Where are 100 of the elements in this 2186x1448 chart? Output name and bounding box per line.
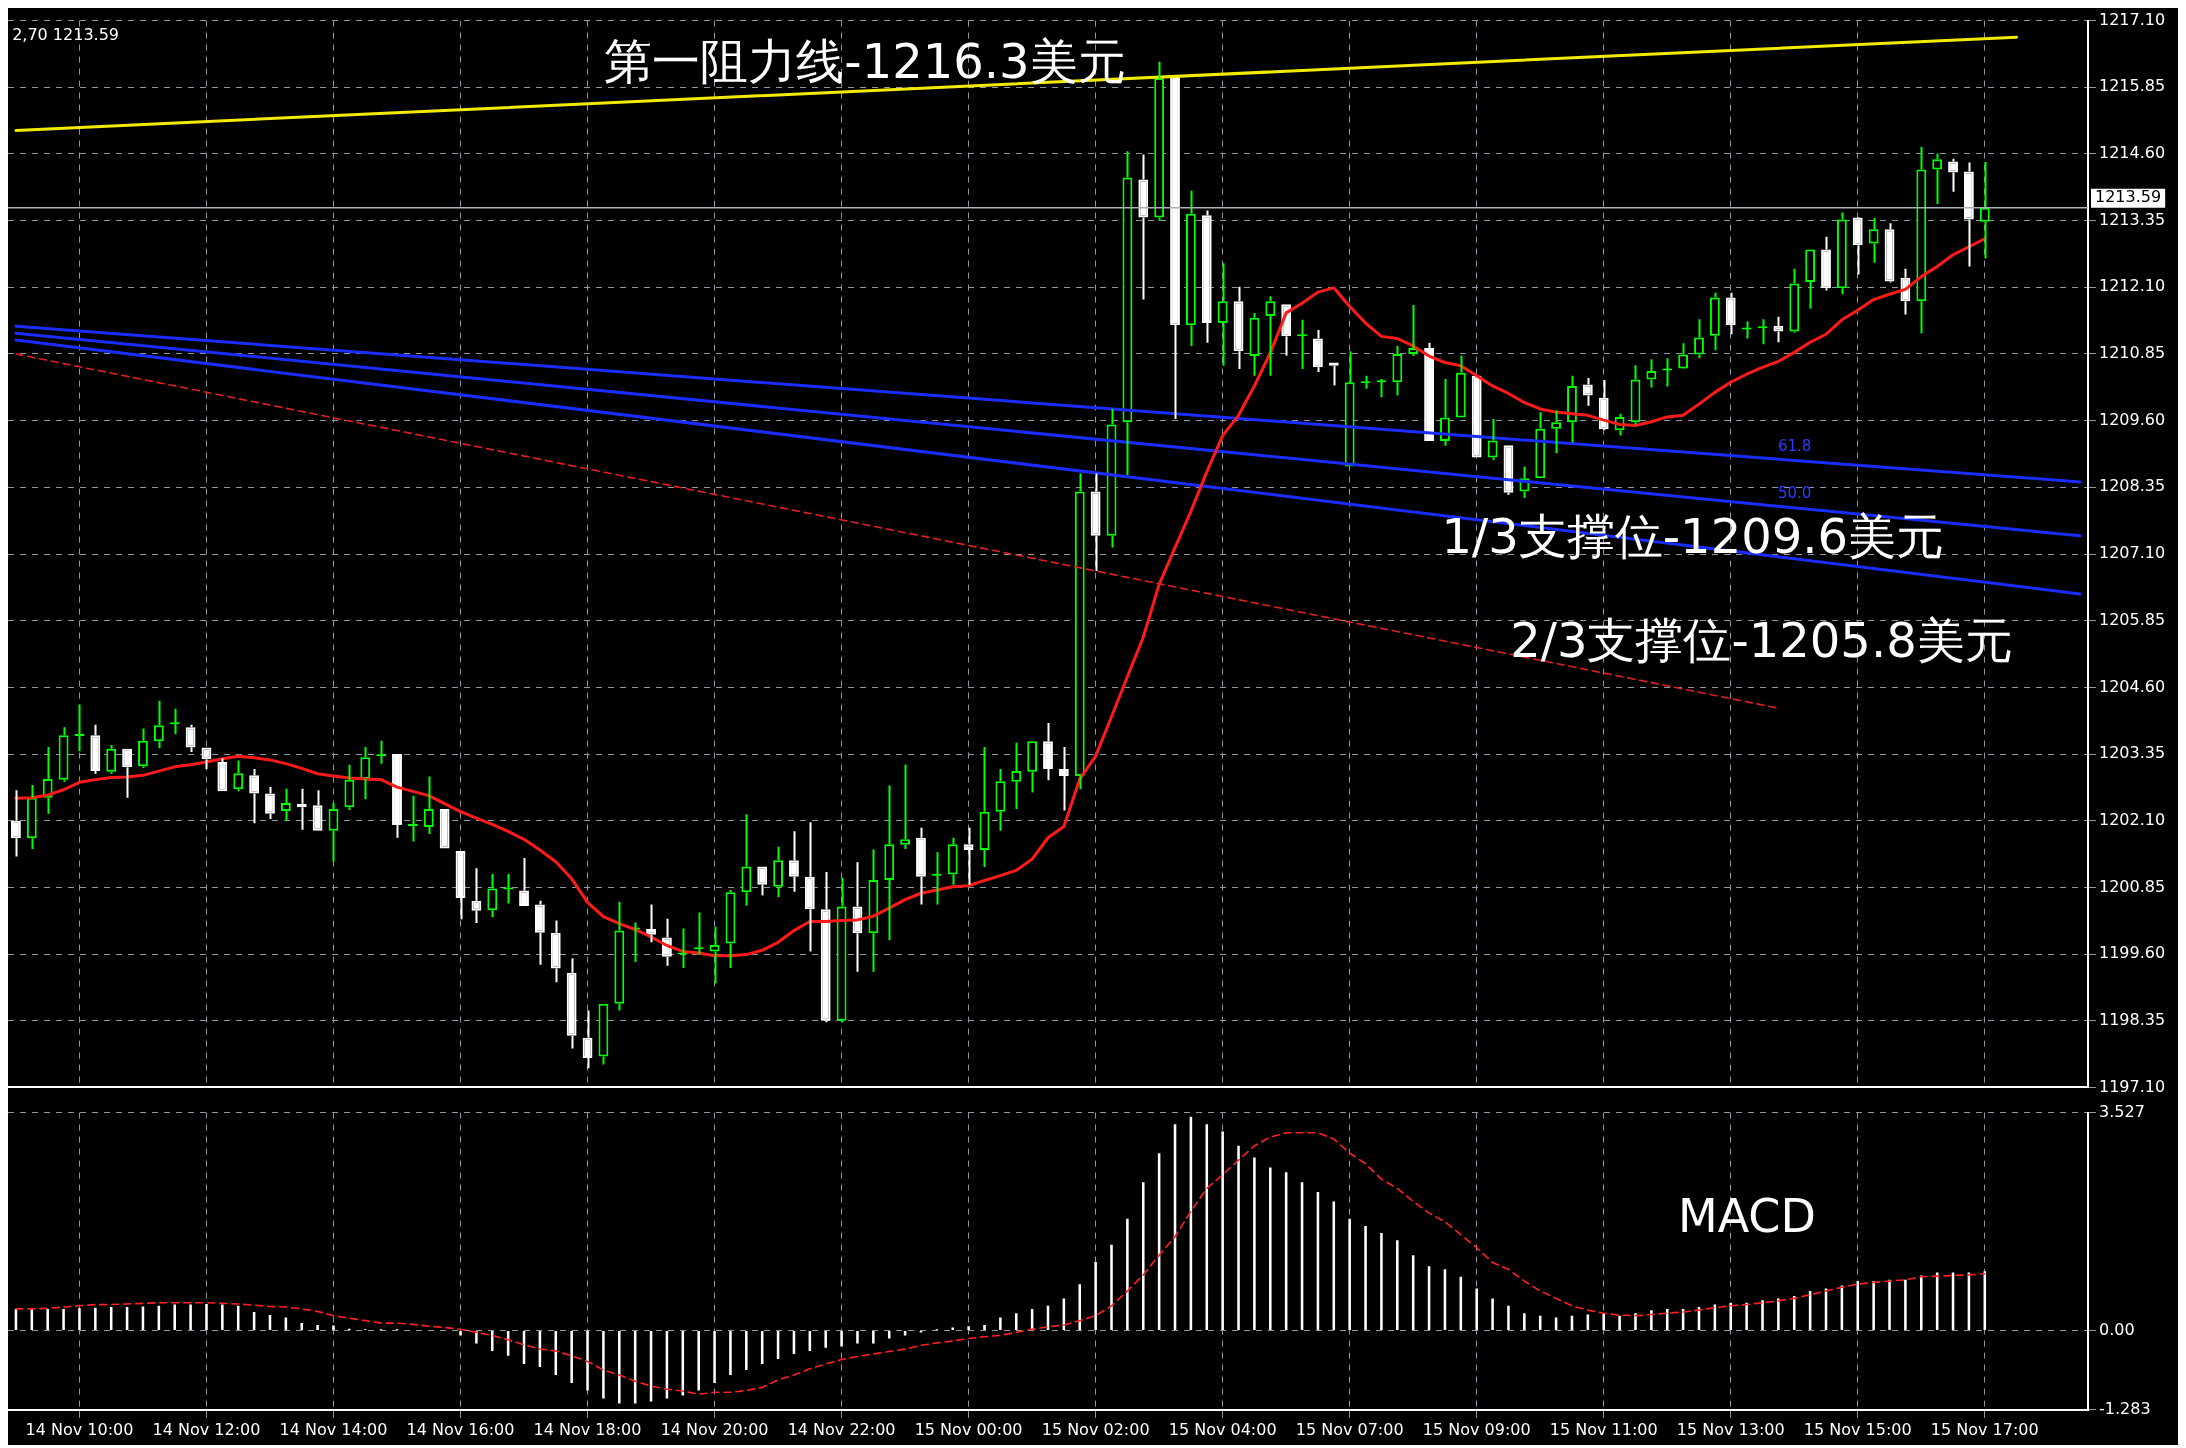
y-tick-label: 1197.10 <box>2099 1076 2166 1096</box>
bar <box>697 1331 700 1391</box>
y-tick-label: 1210.85 <box>2099 343 2166 363</box>
candlestick <box>423 775 434 836</box>
bar <box>1110 1244 1113 1331</box>
bar <box>78 1308 81 1331</box>
candlestick <box>947 836 958 886</box>
bar <box>1094 1261 1097 1331</box>
x-tick-label: 14 Nov 22:00 <box>787 1419 896 1439</box>
candlestick <box>1185 189 1196 347</box>
bar <box>1792 1295 1796 1331</box>
y-tick-label: 0.00 <box>2099 1319 2135 1339</box>
candlestick <box>1392 344 1403 397</box>
candlestick <box>1138 153 1149 301</box>
candlestick <box>360 746 371 801</box>
annotation: 第一阻力线-1216.3美元 <box>604 32 1126 89</box>
candlestick <box>11 789 21 858</box>
candlestick <box>1408 303 1419 358</box>
bar <box>1650 1310 1653 1331</box>
bar <box>1920 1275 1923 1331</box>
candlestick <box>884 784 895 942</box>
x-tick-label: 15 Nov 17:00 <box>1930 1419 2039 1439</box>
x-tick-label: 15 Nov 02:00 <box>1041 1419 1150 1439</box>
bar <box>46 1308 49 1331</box>
candlestick <box>868 848 879 973</box>
candlestick <box>26 783 37 850</box>
candlestick <box>122 748 133 799</box>
bar <box>1904 1279 1907 1331</box>
candlestick <box>550 919 561 984</box>
y-tick-label: 3.527 <box>2099 1101 2145 1121</box>
bar <box>1364 1226 1367 1331</box>
bar <box>1253 1157 1256 1331</box>
candlestick <box>916 826 926 906</box>
candlestick <box>804 821 815 953</box>
y-tick-label: 1207.10 <box>2099 543 2166 563</box>
bar <box>1078 1284 1082 1331</box>
x-tick-label: 14 Nov 12:00 <box>152 1419 261 1439</box>
line-series <box>15 1132 1986 1395</box>
candlestick <box>1313 328 1323 374</box>
bar <box>300 1323 304 1331</box>
candlestick <box>1916 146 1927 335</box>
y-tick-label: 1198.35 <box>2099 1009 2166 1029</box>
bar <box>475 1331 478 1344</box>
candlestick <box>344 763 355 812</box>
bar <box>332 1325 335 1331</box>
candlestick <box>1948 157 1958 193</box>
bar <box>602 1331 605 1399</box>
y-tick-label: 1213.35 <box>2099 209 2166 229</box>
bar <box>824 1331 827 1348</box>
candlestick <box>1043 722 1053 782</box>
x-tick-label: 14 Nov 20:00 <box>660 1419 769 1439</box>
x-tick-label: 14 Nov 10:00 <box>25 1419 134 1439</box>
candlestick <box>1805 249 1816 310</box>
candlestick <box>312 789 323 831</box>
candlestick <box>1646 358 1657 389</box>
candlestick <box>1487 418 1498 462</box>
ref-line-label: 1213.59 <box>2095 187 2162 207</box>
candlestick <box>598 1003 609 1066</box>
candlestick <box>1821 235 1831 292</box>
bar <box>1491 1298 1494 1331</box>
bar <box>1729 1302 1733 1331</box>
bar <box>94 1307 97 1331</box>
candlestick <box>1090 472 1101 573</box>
bar <box>189 1304 192 1331</box>
candlestick <box>1789 267 1800 332</box>
bar <box>1014 1313 1018 1331</box>
candlestick <box>773 845 783 898</box>
candlestick <box>90 723 101 775</box>
x-tick-label: 15 Nov 07:00 <box>1295 1419 1404 1439</box>
y-tick-label: 1217.10 <box>2099 9 2166 29</box>
candlestick <box>836 876 847 1024</box>
x-tick-label: 14 Nov 14:00 <box>279 1419 388 1439</box>
bar <box>1523 1313 1526 1331</box>
y-tick-label: 1204.60 <box>2099 676 2166 696</box>
bar <box>729 1331 732 1376</box>
candlestick <box>566 957 577 1050</box>
candlestick <box>1217 262 1228 367</box>
candlestick <box>1170 75 1180 421</box>
candlestick <box>106 743 117 775</box>
bar <box>1507 1305 1510 1331</box>
candlestick <box>1344 350 1355 467</box>
bar <box>1237 1145 1240 1331</box>
candlestick <box>1154 60 1165 222</box>
candlestick <box>1725 291 1736 336</box>
y-tick-label: 1214.60 <box>2099 143 2166 163</box>
bar <box>840 1331 843 1347</box>
candlestick <box>1709 291 1720 352</box>
bar <box>1618 1315 1621 1331</box>
candlestick <box>741 813 752 907</box>
bar <box>1872 1281 1875 1331</box>
candlestick <box>1535 411 1546 479</box>
bar <box>1348 1218 1351 1331</box>
candlestick <box>265 786 275 821</box>
candlestick <box>487 873 498 919</box>
candlestick <box>1058 746 1069 812</box>
candlestick <box>138 727 148 769</box>
y-tick-label: 1200.85 <box>2099 876 2166 896</box>
bar <box>1475 1288 1478 1331</box>
bar <box>951 1327 954 1331</box>
candlestick <box>471 867 482 925</box>
